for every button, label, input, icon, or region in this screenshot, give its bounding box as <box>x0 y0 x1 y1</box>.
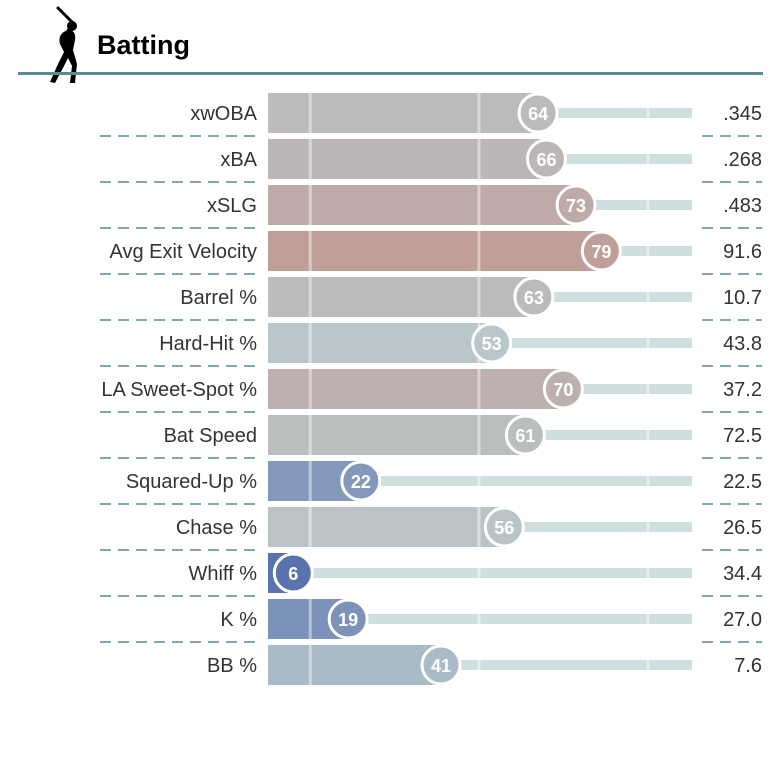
percentile-value: 53 <box>482 334 502 354</box>
category-label: xBA <box>220 149 257 171</box>
percentile-badge <box>526 138 568 180</box>
category-label: Bat Speed <box>164 425 257 447</box>
percentile-value: 73 <box>566 196 586 216</box>
percentile-badge <box>513 276 555 318</box>
stat-value: 10.7 <box>723 287 762 309</box>
percentile-badge <box>517 92 559 134</box>
stat-value: 27.0 <box>723 609 762 631</box>
percentile-bar <box>268 323 492 363</box>
category-label: BB % <box>207 655 257 677</box>
percentile-bar <box>268 415 526 455</box>
percentile-badge <box>542 368 584 410</box>
percentile-value: 22 <box>351 472 371 492</box>
percentile-value: 64 <box>528 104 548 124</box>
stat-value: 22.5 <box>723 471 762 493</box>
percentile-bar <box>268 185 577 225</box>
category-label: xSLG <box>207 195 257 217</box>
stat-value: 43.8 <box>723 333 762 355</box>
percentile-bar <box>268 139 547 179</box>
category-label: Whiff % <box>188 563 257 585</box>
stat-value: 91.6 <box>723 241 762 263</box>
percentile-badge <box>327 598 369 640</box>
stat-value: .268 <box>723 149 762 171</box>
stat-value: 34.4 <box>723 563 762 585</box>
category-label: K % <box>220 609 257 631</box>
stat-value: .483 <box>723 195 762 217</box>
category-label: Hard-Hit % <box>159 333 257 355</box>
stat-value: 7.6 <box>734 655 762 677</box>
percentile-badge <box>580 230 622 272</box>
percentile-badge <box>471 322 513 364</box>
category-label: LA Sweet-Spot % <box>101 379 257 401</box>
percentile-value: 63 <box>524 288 544 308</box>
stat-value: 37.2 <box>723 379 762 401</box>
percentile-bar <box>268 93 539 133</box>
percentile-value: 66 <box>537 150 557 170</box>
percentile-value: 61 <box>515 426 535 446</box>
percentile-bar <box>268 645 442 685</box>
percentile-badge <box>504 414 546 456</box>
category-label: Chase % <box>176 517 257 539</box>
percentile-badge <box>340 460 382 502</box>
batter-silhouette-icon <box>50 6 77 83</box>
stat-value: .345 <box>723 103 762 125</box>
header-divider <box>18 72 763 75</box>
percentile-value: 6 <box>288 564 298 584</box>
percentile-badge <box>420 644 462 686</box>
category-label: Barrel % <box>180 287 257 309</box>
percentile-badge <box>483 506 525 548</box>
percentile-value: 19 <box>338 610 358 630</box>
percentile-value: 79 <box>591 242 611 262</box>
percentile-bar <box>268 231 602 271</box>
stat-value: 72.5 <box>723 425 762 447</box>
category-label: xwOBA <box>190 103 257 125</box>
percentile-value: 41 <box>431 656 451 676</box>
chart-title: Batting <box>97 30 190 60</box>
percentile-bar <box>268 507 505 547</box>
percentile-value: 70 <box>553 380 573 400</box>
percentile-bar <box>268 369 564 409</box>
category-label: Avg Exit Velocity <box>110 241 257 263</box>
percentile-value: 56 <box>494 518 514 538</box>
percentile-bar <box>268 277 534 317</box>
stat-value: 26.5 <box>723 517 762 539</box>
percentile-badge <box>272 552 314 594</box>
header: Batting <box>0 0 784 83</box>
percentile-badge <box>555 184 597 226</box>
category-label: Squared-Up % <box>126 471 257 493</box>
